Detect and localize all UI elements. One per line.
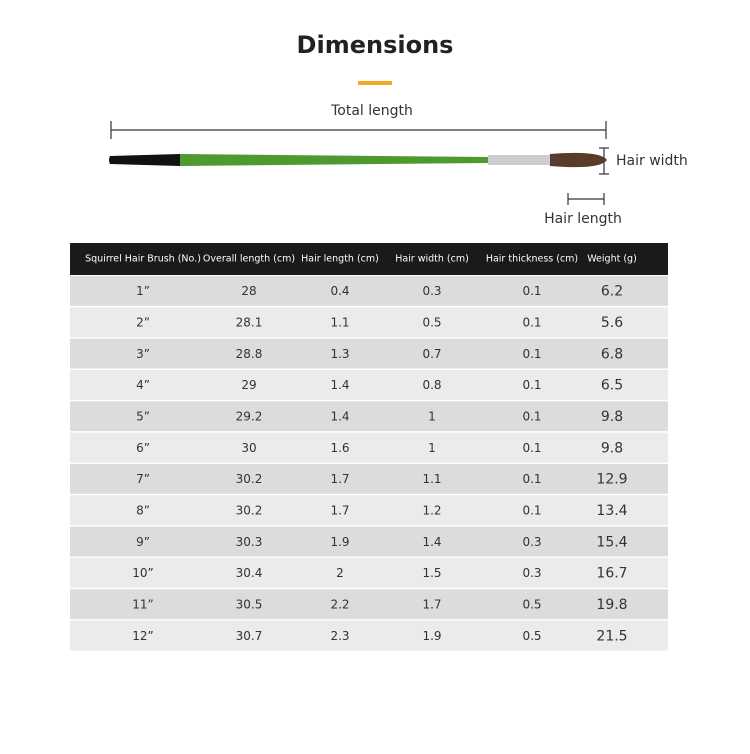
measure-lines (110, 121, 609, 205)
table-cell: 3” (136, 347, 150, 361)
table-cell: 1.7 (330, 472, 349, 486)
table-row (70, 276, 668, 306)
table-cell: 30.3 (236, 535, 263, 549)
table-cell: 1.3 (330, 347, 349, 361)
table-cell: 0.1 (522, 472, 541, 486)
table-cell: 0.1 (522, 315, 541, 329)
table-header (70, 243, 668, 275)
table-cell: 0.1 (522, 503, 541, 517)
table-cell: 0.3 (522, 535, 541, 549)
table-cell: 0.5 (522, 597, 541, 611)
brush (109, 152, 607, 168)
table-cell: 0.1 (522, 284, 541, 298)
accent-bar (358, 81, 392, 85)
table-cell: 0.5 (422, 315, 441, 329)
table-cell: 29.2 (236, 409, 263, 423)
table-cell: 29 (241, 378, 256, 392)
table-cell: 0.1 (522, 409, 541, 423)
table-row (70, 557, 668, 588)
table-cell: 2.2 (330, 597, 349, 611)
table-cell: 0.1 (522, 441, 541, 455)
table-cell: 8” (136, 503, 150, 517)
table-cell: 4” (136, 378, 150, 392)
table-cell: 0.3 (422, 284, 441, 298)
table-row (70, 620, 668, 651)
table-cell: 21.5 (596, 628, 627, 644)
table-cell: 0.5 (522, 629, 541, 643)
table-cell: 9.8 (601, 409, 623, 425)
column-header: Hair width (cm) (395, 254, 469, 265)
table-cell: 28.1 (236, 315, 263, 329)
table-cell: 2.3 (330, 629, 349, 643)
table-cell: 9” (136, 535, 150, 549)
total-length-label: Total length (330, 103, 413, 119)
table-cell: 15.4 (596, 534, 627, 550)
table-cell: 1.5 (422, 566, 441, 580)
table-cell: 1 (428, 441, 436, 455)
table-cell: 13.4 (596, 503, 627, 519)
table-row (70, 369, 668, 400)
table-cell: 9.8 (601, 440, 623, 456)
table-cell: 10” (132, 566, 154, 580)
table-row (70, 589, 668, 620)
table-cell: 0.3 (522, 566, 541, 580)
table-cell: 1.7 (330, 503, 349, 517)
table-cell: 6.5 (601, 378, 623, 394)
table-cell: 1.1 (330, 315, 349, 329)
column-header: Hair length (cm) (301, 254, 379, 265)
table-cell: 2 (336, 566, 344, 580)
table-cell: 1.7 (422, 597, 441, 611)
table-cell: 1 (428, 409, 436, 423)
column-header: Hair thickness (cm) (486, 254, 578, 265)
table-cell: 1.4 (330, 409, 349, 423)
table-row (70, 495, 668, 526)
table-cell: 30.2 (236, 503, 263, 517)
table-cell: 12” (132, 629, 154, 643)
table-cell: 19.8 (596, 597, 627, 613)
table-cell: 1.2 (422, 503, 441, 517)
table-cell: 1.4 (422, 535, 441, 549)
column-header: Squirrel Hair Brush (No.) (85, 254, 201, 265)
table-cell: 0.4 (330, 284, 349, 298)
table-cell: 11” (132, 597, 154, 611)
table-cell: 7” (136, 472, 150, 486)
table-cell: 1.9 (422, 629, 441, 643)
hair-length-label: Hair length (544, 211, 622, 227)
table-cell: 1.1 (422, 472, 441, 486)
table-cell: 28 (241, 284, 256, 298)
table-cell: 12.9 (596, 472, 627, 488)
table-cell: 0.1 (522, 378, 541, 392)
table-cell: 2” (136, 315, 150, 329)
table-cell: 28.8 (236, 347, 263, 361)
table-row (70, 338, 668, 369)
table-cell: 5” (136, 409, 150, 423)
title: Dimensions (297, 31, 454, 59)
table-cell: 1” (136, 284, 150, 298)
table-row (70, 463, 668, 494)
table-cell: 6.8 (601, 346, 623, 362)
table-cell: 1.4 (330, 378, 349, 392)
hair-width-label: Hair width (616, 153, 688, 169)
table-cell: 1.6 (330, 441, 349, 455)
table-cell: 6.2 (601, 284, 623, 300)
table-row (70, 526, 668, 557)
table-cell: 0.7 (422, 347, 441, 361)
table-row (70, 401, 668, 432)
column-header: Overall length (cm) (203, 254, 295, 265)
table-row (70, 432, 668, 463)
table-cell: 30.7 (236, 629, 263, 643)
table-cell: 30.4 (236, 566, 263, 580)
table-cell: 16.7 (596, 566, 627, 582)
table-row (70, 307, 668, 338)
table-cell: 1.9 (330, 535, 349, 549)
table-cell: 30 (241, 441, 256, 455)
table-cell: 6” (136, 441, 150, 455)
table-cell: 0.8 (422, 378, 441, 392)
column-header: Weight (g) (587, 254, 637, 265)
table-cell: 30.5 (236, 597, 263, 611)
table-cell: 0.1 (522, 347, 541, 361)
table-cell: 5.6 (601, 315, 623, 331)
table-cell: 30.2 (236, 472, 263, 486)
